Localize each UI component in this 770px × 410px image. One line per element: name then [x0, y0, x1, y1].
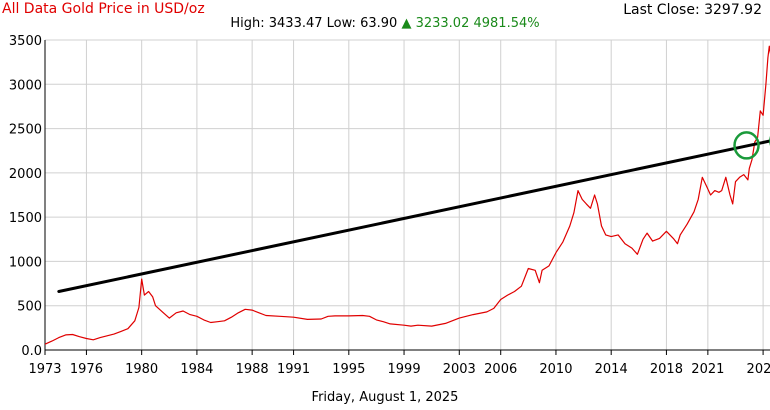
high-value: High: 3433.47	[230, 16, 323, 31]
change-percent: 4981.54%	[473, 16, 540, 31]
chart-date: Friday, August 1, 2025	[311, 390, 459, 405]
x-tick-label: 2025	[747, 362, 770, 377]
x-tick-label: 1976	[70, 362, 103, 377]
y-tick-label: 500	[17, 300, 42, 315]
price-stats: High: 3433.47 Low: 63.90 ▲ 3233.02 4981.…	[0, 16, 770, 31]
x-tick-label: 2014	[595, 362, 628, 377]
y-tick-label: 3000	[9, 78, 42, 93]
x-tick-label: 1995	[332, 362, 365, 377]
x-tick-label: 1991	[277, 362, 310, 377]
x-tick-label: 1988	[236, 362, 269, 377]
y-tick-label: 2500	[9, 123, 42, 138]
chart-axes	[44, 40, 770, 355]
y-tick-label: 3500	[9, 34, 42, 49]
x-tick-label: 1984	[180, 362, 213, 377]
x-tick-label: 1973	[28, 362, 61, 377]
x-tick-label: 1999	[388, 362, 421, 377]
x-tick-label: 1980	[125, 362, 158, 377]
x-tick-label: 2010	[539, 362, 572, 377]
trend-line	[57, 139, 770, 293]
chart-grid	[44, 39, 770, 351]
y-tick-label: 2000	[9, 167, 42, 182]
x-tick-label: 2018	[650, 362, 683, 377]
y-tick-label: 1500	[9, 211, 42, 226]
tick-labels: 0.0 500 1000 1500 2000 2500 3000 3500 1973 1976 19…	[9, 34, 770, 377]
chart-title: All Data Gold Price in USD/oz	[2, 1, 205, 17]
highlight-circle	[733, 131, 760, 160]
change-value: 3233.02	[415, 16, 470, 31]
x-tick-label: 2006	[484, 362, 517, 377]
price-line	[45, 45, 770, 345]
x-tick-label: 2003	[443, 362, 476, 377]
low-value: Low: 63.90	[326, 16, 398, 31]
plot-area	[45, 45, 770, 345]
y-tick-label: 0.0	[21, 344, 42, 359]
y-tick-label: 1000	[9, 255, 42, 270]
x-tick-label: 2021	[691, 362, 724, 377]
last-close-label: Last Close: 3297.92	[623, 2, 762, 18]
change-up-icon: ▲	[401, 16, 412, 31]
